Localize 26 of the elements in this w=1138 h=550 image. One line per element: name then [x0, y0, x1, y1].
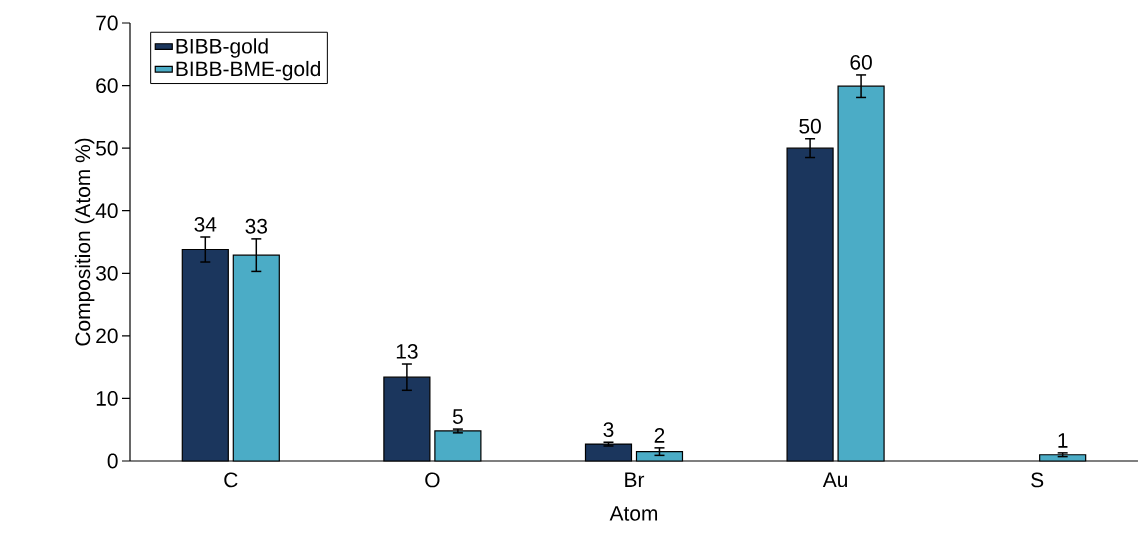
y-axis-title: Composition (Atom %)	[74, 138, 95, 346]
legend-label: BIBB-BME-gold	[176, 60, 321, 81]
data-label: 34	[194, 216, 217, 232]
data-label: 3	[603, 422, 614, 438]
y-tick-label: 50	[96, 140, 118, 156]
data-label: 13	[396, 344, 418, 359]
x-tick-label: S	[1031, 472, 1044, 488]
x-tick-label: Br	[625, 472, 645, 487]
y-tick-label: 0	[107, 453, 118, 469]
y-tick-label: 60	[96, 78, 118, 93]
x-tick-label: Au	[822, 472, 847, 488]
data-label: 5	[452, 409, 463, 424]
legend-label: BIBB-gold	[176, 38, 268, 58]
data-label: 60	[850, 54, 872, 70]
x-axis-title: Atom	[609, 506, 658, 521]
y-tick-label: 20	[96, 328, 118, 344]
x-tick-label: O	[425, 472, 440, 488]
y-tick-label: 40	[95, 203, 118, 219]
y-tick-label: 30	[96, 265, 118, 281]
y-tick-label: 10	[96, 391, 118, 406]
data-label: 33	[245, 218, 268, 234]
data-label: 50	[799, 118, 821, 134]
y-tick-label: 70	[96, 15, 118, 31]
x-tick-label: C	[224, 472, 238, 488]
data-label: 2	[654, 428, 665, 443]
data-label: 1	[1058, 433, 1068, 448]
